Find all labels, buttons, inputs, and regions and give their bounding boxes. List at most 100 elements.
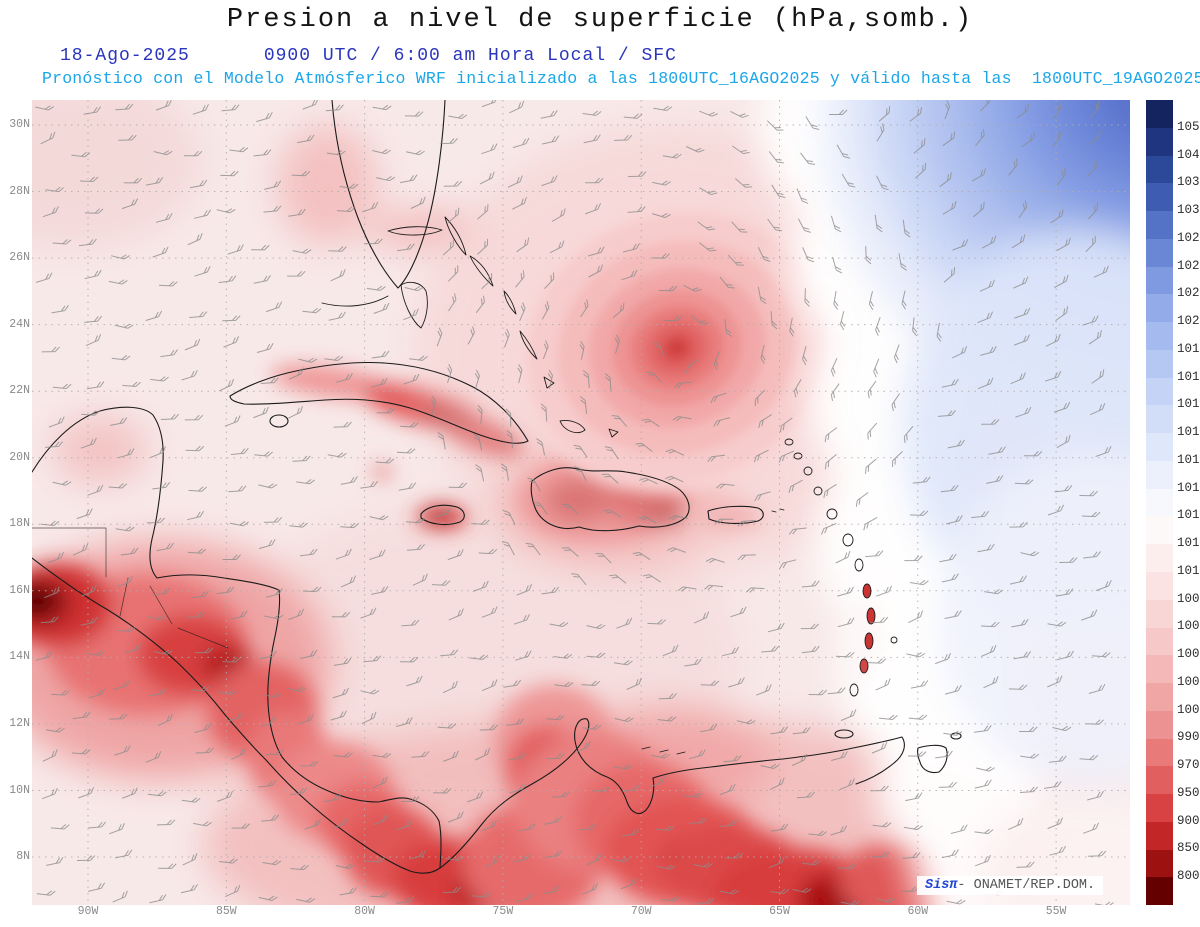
colorbar-label: 1028 [1177, 230, 1200, 245]
colorbar-segment [1146, 211, 1173, 239]
colorbar-segment [1146, 322, 1173, 350]
colorbar-segment [1146, 877, 1173, 906]
lon-label: 90W [77, 905, 99, 918]
colorbar-label: 1016 [1177, 425, 1200, 440]
colorbar-label: 1002 [1177, 674, 1200, 689]
colorbar-segment [1146, 238, 1173, 267]
colorbar-label: 1017 [1177, 397, 1200, 412]
colorbar-label: 1014 [1177, 480, 1200, 495]
colorbar-segment [1146, 460, 1173, 489]
colorbar-label: 1015 [1177, 452, 1200, 467]
lon-label: 65W [769, 905, 790, 918]
wind-barbs [35, 100, 1114, 905]
colorbar-segment [1146, 766, 1173, 795]
trinidad-coast [917, 744, 948, 774]
lon-label: 70W [630, 905, 652, 918]
watermark-org: - ONAMET/REP.DOM. [957, 878, 1096, 893]
lat-label: 14N [9, 650, 30, 664]
colorbar-label: 1013 [1177, 508, 1200, 523]
lat-label: 20N [9, 450, 30, 464]
colorbar-segment [1146, 266, 1173, 295]
colorbar-label: 1030 [1177, 203, 1200, 218]
colorbar-label: 1018 [1177, 369, 1200, 384]
colorbar-label: 1019 [1177, 341, 1200, 356]
colorbar-label: 1012 [1177, 536, 1200, 551]
colorbar-label: 990 [1177, 730, 1200, 745]
lon-label: 60W [907, 905, 929, 918]
florida-keys [321, 295, 389, 307]
colorbar-segment [1146, 349, 1173, 378]
colorbar-label: 1006 [1177, 619, 1200, 634]
time-label: 0900 UTC / 6:00 am Hora Local / SFC [263, 46, 677, 66]
colorbar-segment [1146, 100, 1173, 128]
colorbar-segment [1146, 377, 1173, 406]
lat-label: 30N [9, 118, 30, 131]
isle-of-youth [269, 414, 289, 428]
colorbar-label: 1035 [1177, 175, 1200, 190]
lat-lon-gridlines [32, 100, 1130, 905]
colorbar-segment [1146, 544, 1173, 573]
colorbar-label: 1010 [1177, 563, 1200, 578]
puerto-rico-coast [707, 505, 764, 524]
pacific-coast [32, 557, 441, 874]
colorbar-label: 1004 [1177, 647, 1200, 662]
hispaniola-coast [530, 467, 690, 532]
lesser-antilles [784, 438, 898, 697]
colorbar-segment [1146, 655, 1173, 684]
colorbar-segment [1146, 294, 1173, 323]
watermark: Sisπ- ONAMET/REP.DOM. [917, 876, 1104, 895]
pressure-map [32, 100, 1130, 905]
colorbar-segment [1146, 127, 1173, 156]
colorbar-swatches [1146, 100, 1173, 906]
lon-label: 55W [1045, 905, 1067, 918]
colorbar-label: 1040 [1177, 147, 1200, 162]
watermark-brand: Sisπ [925, 878, 958, 893]
colorbar-label: 1025 [1177, 258, 1200, 273]
colorbar-label: 900 [1177, 813, 1200, 828]
virgin-islands [771, 508, 785, 513]
colorbar-segment [1146, 794, 1173, 822]
lon-label: 85W [215, 905, 237, 918]
colorbar-label: 1008 [1177, 591, 1200, 606]
jamaica-coast [420, 504, 465, 526]
yucatan-central-america-coast [32, 406, 442, 869]
abc-islands [641, 746, 686, 755]
lat-label: 10N [9, 783, 30, 797]
date-label: 18-Ago-2025 [60, 46, 190, 66]
lat-label: 8N [16, 850, 30, 864]
colorbar-segment [1146, 572, 1173, 600]
page-title: Presion a nivel de superficie (hPa,somb.… [226, 5, 974, 35]
colorbar-segment [1146, 849, 1173, 878]
colorbar-segment [1146, 683, 1173, 711]
colorbar-segment [1146, 183, 1173, 212]
colorbar-label: 950 [1177, 785, 1200, 800]
lon-label: 75W [492, 905, 514, 918]
coastlines [32, 100, 962, 874]
lat-label: 18N [9, 517, 30, 531]
cuba-coast [229, 361, 529, 444]
lat-label: 12N [9, 716, 30, 730]
lat-label: 16N [9, 583, 30, 597]
south-america-coast [439, 718, 905, 869]
lon-label: 80W [354, 905, 375, 918]
colorbar-segment [1146, 627, 1173, 656]
lat-label: 24N [9, 317, 30, 331]
country-borders [32, 527, 229, 649]
colorbar-segment [1146, 516, 1173, 545]
colorbar-segment [1146, 433, 1173, 461]
margarita [834, 729, 854, 739]
high-pressure-blue-region [822, 100, 1130, 785]
datetime-line: 18-Ago-2025 0900 UTC / 6:00 am Hora Local… [60, 46, 677, 66]
forecast-line: Pronóstico con el Modelo Atmósferico WRF… [42, 69, 1200, 88]
colorbar-label: 970 [1177, 758, 1200, 773]
colorbar-segment [1146, 738, 1173, 767]
colorbar-segment [1146, 405, 1173, 434]
lat-label: 28N [9, 184, 30, 198]
lat-label: 26N [9, 251, 30, 265]
colorbar-label: 1000 [1177, 702, 1200, 717]
colorbar-label: 1050 [1177, 119, 1200, 134]
colorbar-label: 800 [1177, 869, 1200, 884]
colorbar-segment [1146, 710, 1173, 739]
colorbar-label: 1020 [1177, 314, 1200, 329]
